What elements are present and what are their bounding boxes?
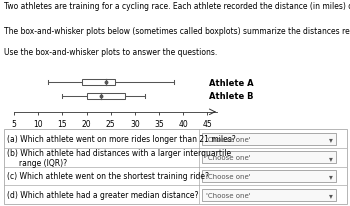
Bar [202, 133, 336, 145]
Bar [202, 189, 336, 201]
Text: (d) Which athlete had a greater median distance?: (d) Which athlete had a greater median d… [7, 190, 198, 199]
X-axis label: Distance (in miles): Distance (in miles) [71, 132, 160, 140]
Text: Use the box-and-whisker plots to answer the questions.: Use the box-and-whisker plots to answer … [4, 48, 217, 57]
Text: ▾: ▾ [329, 135, 333, 144]
Text: 'Choose one': 'Choose one' [206, 136, 251, 142]
Text: (c) Which athlete went on the shortest training ride?: (c) Which athlete went on the shortest t… [7, 172, 209, 181]
Bar [82, 80, 116, 86]
Bar [202, 170, 336, 182]
Text: 'Choose one': 'Choose one' [206, 192, 251, 198]
Text: 'Choose one': 'Choose one' [206, 173, 251, 179]
Text: Athlete A: Athlete A [209, 78, 253, 87]
Bar [202, 152, 336, 164]
Text: (b) Which athlete had distances with a larger interquartile
     range (IQR)?: (b) Which athlete had distances with a l… [7, 148, 231, 167]
Text: The box-and-whisker plots below (sometimes called boxplots) summarize the distan: The box-and-whisker plots below (sometim… [4, 27, 350, 36]
Text: ▾: ▾ [329, 190, 333, 199]
Text: ▾: ▾ [329, 153, 333, 162]
Text: (a) Which athlete went on more rides longer than 21 miles?: (a) Which athlete went on more rides lon… [7, 135, 236, 144]
Text: Athlete B: Athlete B [209, 92, 253, 101]
Text: 'Choose one': 'Choose one' [206, 155, 251, 160]
Bar [86, 93, 125, 99]
Text: ▾: ▾ [329, 172, 333, 181]
Text: Two athletes are training for a cycling race. Each athlete recorded the distance: Two athletes are training for a cycling … [4, 2, 350, 11]
